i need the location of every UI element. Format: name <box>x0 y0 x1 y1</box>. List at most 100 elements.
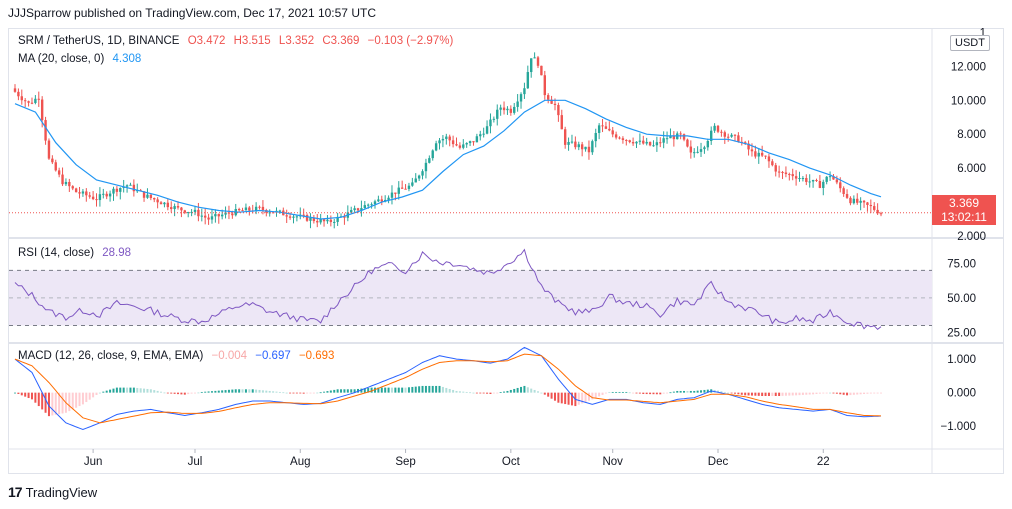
candle-body <box>455 144 458 146</box>
candle <box>818 174 822 189</box>
histogram-bar <box>146 388 149 393</box>
candle <box>774 162 777 177</box>
candle <box>98 187 102 207</box>
candle-body <box>81 191 85 194</box>
candle-body <box>407 185 411 189</box>
histogram-bar <box>418 386 421 393</box>
histogram-bar <box>567 392 570 405</box>
candle-body <box>146 194 149 198</box>
histogram-bar <box>520 386 523 393</box>
candle-body <box>584 146 587 150</box>
candle-body <box>292 216 295 218</box>
candle <box>187 211 190 218</box>
histogram-bar <box>255 389 258 393</box>
candle <box>285 209 288 223</box>
candle-body <box>37 98 40 100</box>
change-value: −0.103 (−2.97%) <box>367 35 454 47</box>
candle <box>502 101 506 115</box>
candle-body <box>207 217 210 220</box>
histogram-bar <box>774 392 777 396</box>
candle-body <box>88 195 91 197</box>
histogram-bar <box>292 392 295 394</box>
histogram-bar <box>414 386 417 393</box>
histogram-bar <box>767 392 770 396</box>
candle-body <box>536 57 540 66</box>
histogram-bar <box>139 388 142 393</box>
candle-body <box>825 176 828 182</box>
histogram-bar <box>231 389 234 393</box>
candle <box>849 196 852 206</box>
candle-body <box>367 204 370 206</box>
candle-body <box>733 134 737 136</box>
candle-body <box>482 133 485 135</box>
candle <box>465 142 468 148</box>
candle-body <box>713 125 716 131</box>
candle <box>125 184 129 193</box>
histogram-bar <box>394 387 397 393</box>
candle <box>282 207 285 216</box>
candle <box>540 65 543 76</box>
histogram-bar <box>109 389 112 393</box>
price-tick-label: 12.000 <box>951 61 986 73</box>
candle <box>166 199 170 211</box>
candle-body <box>513 106 516 113</box>
histogram-bar <box>251 389 254 393</box>
histogram-bar <box>306 392 309 394</box>
candle-body <box>604 126 608 129</box>
candle-body <box>543 75 546 96</box>
candle <box>679 131 682 140</box>
candle <box>434 140 438 152</box>
histogram-bar <box>30 392 33 400</box>
candle-body <box>316 221 319 223</box>
histogram-bar <box>652 392 655 395</box>
candle <box>567 137 570 151</box>
grid-layer <box>9 29 1004 474</box>
candle <box>193 205 197 216</box>
chart-frame[interactable] <box>8 28 1004 474</box>
currency-badge[interactable]: USDT <box>950 35 990 51</box>
candle <box>516 94 519 112</box>
macd-value: −0.697 <box>255 350 291 362</box>
histogram-bar <box>278 391 281 393</box>
candle-body <box>530 58 533 73</box>
candle <box>479 130 482 141</box>
candle <box>794 170 798 186</box>
candle <box>68 178 71 192</box>
histogram-bar <box>149 389 152 393</box>
candle-body <box>244 207 248 211</box>
histogram-bar <box>387 387 390 393</box>
candle <box>543 70 546 100</box>
histogram-bar <box>611 391 614 393</box>
candle-body <box>597 125 601 133</box>
candle-body <box>187 212 190 214</box>
time-tick-label: Jul <box>188 456 203 468</box>
candle <box>777 165 781 178</box>
tradingview-logo[interactable]: 17 TradingView <box>8 484 97 500</box>
candle-body <box>580 144 584 150</box>
candle <box>781 170 784 180</box>
candle-body <box>159 202 163 205</box>
candle <box>424 158 428 179</box>
candle-body <box>777 171 781 173</box>
time-tick-label: Jun <box>84 456 103 468</box>
histogram-bar <box>190 392 193 394</box>
histogram-bar <box>492 392 495 394</box>
histogram-bar <box>822 392 825 394</box>
candle <box>360 200 363 217</box>
candle-body <box>380 199 383 202</box>
candle-body <box>743 142 747 144</box>
candle <box>373 199 377 209</box>
candle <box>421 169 424 180</box>
histogram-bar <box>431 385 434 393</box>
histogram-bar <box>323 391 326 393</box>
candle <box>519 92 523 109</box>
candle <box>268 209 271 217</box>
histogram-bar <box>835 392 838 394</box>
candle-body <box>125 185 129 187</box>
histogram-bar <box>445 387 448 393</box>
histogram-bar <box>560 392 563 404</box>
rsi-band-layer <box>9 269 932 326</box>
candle-body <box>17 91 20 97</box>
histogram-bar <box>791 392 794 396</box>
